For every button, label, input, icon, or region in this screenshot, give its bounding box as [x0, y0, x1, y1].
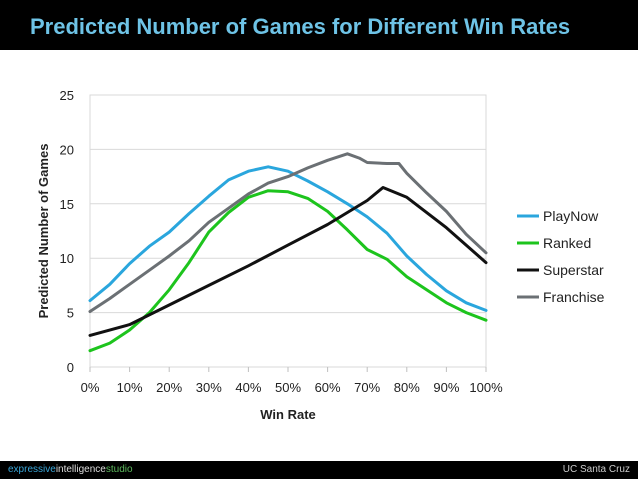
- footer-bar: expressiveintelligencestudio UC Santa Cr…: [0, 461, 638, 479]
- footer-brand-part-3: studio: [105, 464, 133, 475]
- x-axis-title: Win Rate: [260, 407, 316, 422]
- line-chart: 0 5 10 15 20 25 0% 10% 20% 30% 40% 50% 60% 70% 80% 90% 1…: [36, 88, 605, 422]
- x-tick-label: 70%: [354, 380, 380, 395]
- x-tick-label: 30%: [196, 380, 222, 395]
- x-tick-label: 20%: [156, 380, 182, 395]
- y-axis-title: Predicted Number of Games: [36, 144, 51, 319]
- x-tick-label: 80%: [394, 380, 420, 395]
- x-tick-label: 40%: [235, 380, 261, 395]
- series-line-superstar: [88, 186, 488, 337]
- y-tick-label: 15: [60, 197, 74, 212]
- x-tick-label: 50%: [275, 380, 301, 395]
- series-line-ranked: [88, 189, 488, 353]
- x-tick-label: 10%: [117, 380, 143, 395]
- footer-institution: UC Santa Cruz: [562, 464, 630, 475]
- legend-label-franchise: Franchise: [543, 289, 605, 305]
- series-line-playnow: [88, 165, 488, 312]
- footer-brand-part-2: intelligence: [55, 464, 106, 475]
- footer-brand: expressiveintelligencestudio: [8, 464, 133, 475]
- y-tick-label: 20: [60, 142, 74, 157]
- x-tick-label: 90%: [433, 380, 459, 395]
- y-tick-label: 25: [60, 88, 74, 103]
- series-line-franchise: [88, 152, 488, 313]
- title-bar: Predicted Number of Games for Different …: [0, 0, 638, 50]
- footer-brand-part-1: expressive: [8, 464, 56, 475]
- y-tick-label: 0: [67, 360, 74, 375]
- legend-label-ranked: Ranked: [543, 235, 591, 251]
- x-tick-label: 0%: [81, 380, 100, 395]
- x-tick-label: 60%: [315, 380, 341, 395]
- plot-area: [89, 94, 487, 368]
- x-tick-label: 100%: [469, 380, 503, 395]
- legend-label-playnow: PlayNow: [543, 208, 599, 224]
- y-tick-label: 10: [60, 251, 74, 266]
- slide-title: Predicted Number of Games for Different …: [30, 14, 571, 39]
- legend-label-superstar: Superstar: [543, 262, 604, 278]
- y-tick-label: 5: [67, 306, 74, 321]
